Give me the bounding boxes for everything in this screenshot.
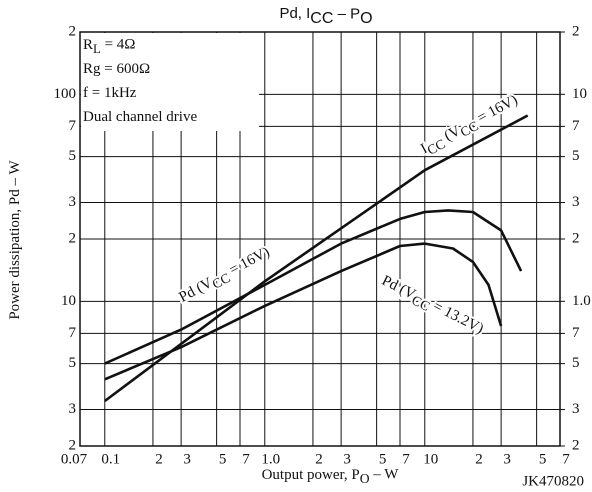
- y-tick-label: 3: [69, 194, 77, 210]
- condition-text: Rg = 600Ω: [83, 61, 150, 77]
- x-tick-label: 5: [539, 451, 547, 467]
- y-tick-label: 3: [69, 401, 77, 417]
- text-part: Output power, P: [262, 467, 360, 483]
- text-part: O: [360, 471, 370, 486]
- text-part: Dual channel drive: [83, 109, 197, 125]
- x-tick-label: 2: [155, 451, 163, 467]
- x-tick-label: 1.0: [261, 451, 280, 467]
- y2-tick-label: 5: [572, 148, 580, 164]
- text-part: Pd, I: [279, 5, 310, 22]
- annotation: Pd (VCC = 16V): [176, 245, 274, 309]
- y2-tick-label: 3: [572, 194, 580, 210]
- y-tick-label: 5: [69, 355, 77, 371]
- annotation: Pd (VCC = 13.2V): [378, 273, 486, 341]
- y-tick-label: 2: [69, 230, 77, 246]
- x-tick-label: 5: [219, 451, 227, 467]
- y2-tick-label: 2: [572, 437, 580, 453]
- x-tick-label: 7: [242, 451, 250, 467]
- y2-tick-label: 2: [572, 230, 580, 246]
- condition-text: f = 1kHz: [83, 85, 137, 101]
- text-part: R: [83, 37, 93, 53]
- x-tick-label: 3: [183, 451, 191, 467]
- text-part: = 4Ω: [101, 37, 136, 53]
- x-tick-label: 3: [503, 451, 511, 467]
- y2-tick-label: 7: [572, 325, 580, 341]
- x-axis-label: Output power, PO – W: [262, 467, 400, 486]
- text-part: CC: [310, 10, 333, 27]
- x-tick-label: 3: [343, 451, 351, 467]
- y-tick-label: 100: [54, 86, 77, 102]
- y-tick-label: 2: [69, 437, 77, 453]
- y-tick-label: 7: [69, 325, 77, 341]
- text-part: – W: [370, 467, 400, 483]
- x-tick-label: 0.07: [61, 451, 88, 467]
- x-tick-label: 10: [423, 451, 438, 467]
- text-part: O: [360, 10, 372, 27]
- conditions-box: [81, 33, 259, 131]
- x-tick-label: 2: [315, 451, 323, 467]
- x-tick-label: 7: [402, 451, 410, 467]
- condition-text: RL = 4Ω: [83, 37, 135, 56]
- x-tick-label: 0.1: [101, 451, 120, 467]
- y-tick-label: 2: [69, 23, 77, 39]
- y-tick-label: 10: [61, 293, 76, 309]
- x-tick-label: 5: [379, 451, 387, 467]
- series-line: [104, 209, 523, 365]
- chart-title: Pd, ICC – PO: [279, 5, 372, 27]
- text-part: L: [93, 42, 101, 56]
- text-part: – P: [333, 5, 360, 22]
- x-tick-label: 2: [475, 451, 483, 467]
- y-tick-label: 7: [69, 118, 77, 134]
- y-tick-label: 5: [69, 148, 77, 164]
- x-tick-label: 7: [562, 451, 570, 467]
- text-part: Power dissipation, Pd – W: [7, 160, 23, 320]
- text-part: Rg = 600Ω: [83, 61, 150, 77]
- text-part: f = 1kHz: [83, 85, 137, 101]
- y2-tick-label: 10: [572, 86, 587, 102]
- y2-tick-label: 7: [572, 118, 580, 134]
- y2-tick-label: 5: [572, 355, 580, 371]
- text-part: = 13.2V): [427, 297, 486, 338]
- figure-code: JK470820: [522, 473, 584, 489]
- series-line: [104, 114, 529, 403]
- y-axis-label: Power dissipation, Pd – W: [7, 160, 23, 320]
- series-line: [104, 242, 503, 381]
- y2-tick-label: 2: [572, 23, 580, 39]
- y2-tick-label: 1.0: [572, 293, 591, 309]
- condition-text: Dual channel drive: [83, 109, 197, 125]
- y2-tick-label: 3: [572, 401, 580, 417]
